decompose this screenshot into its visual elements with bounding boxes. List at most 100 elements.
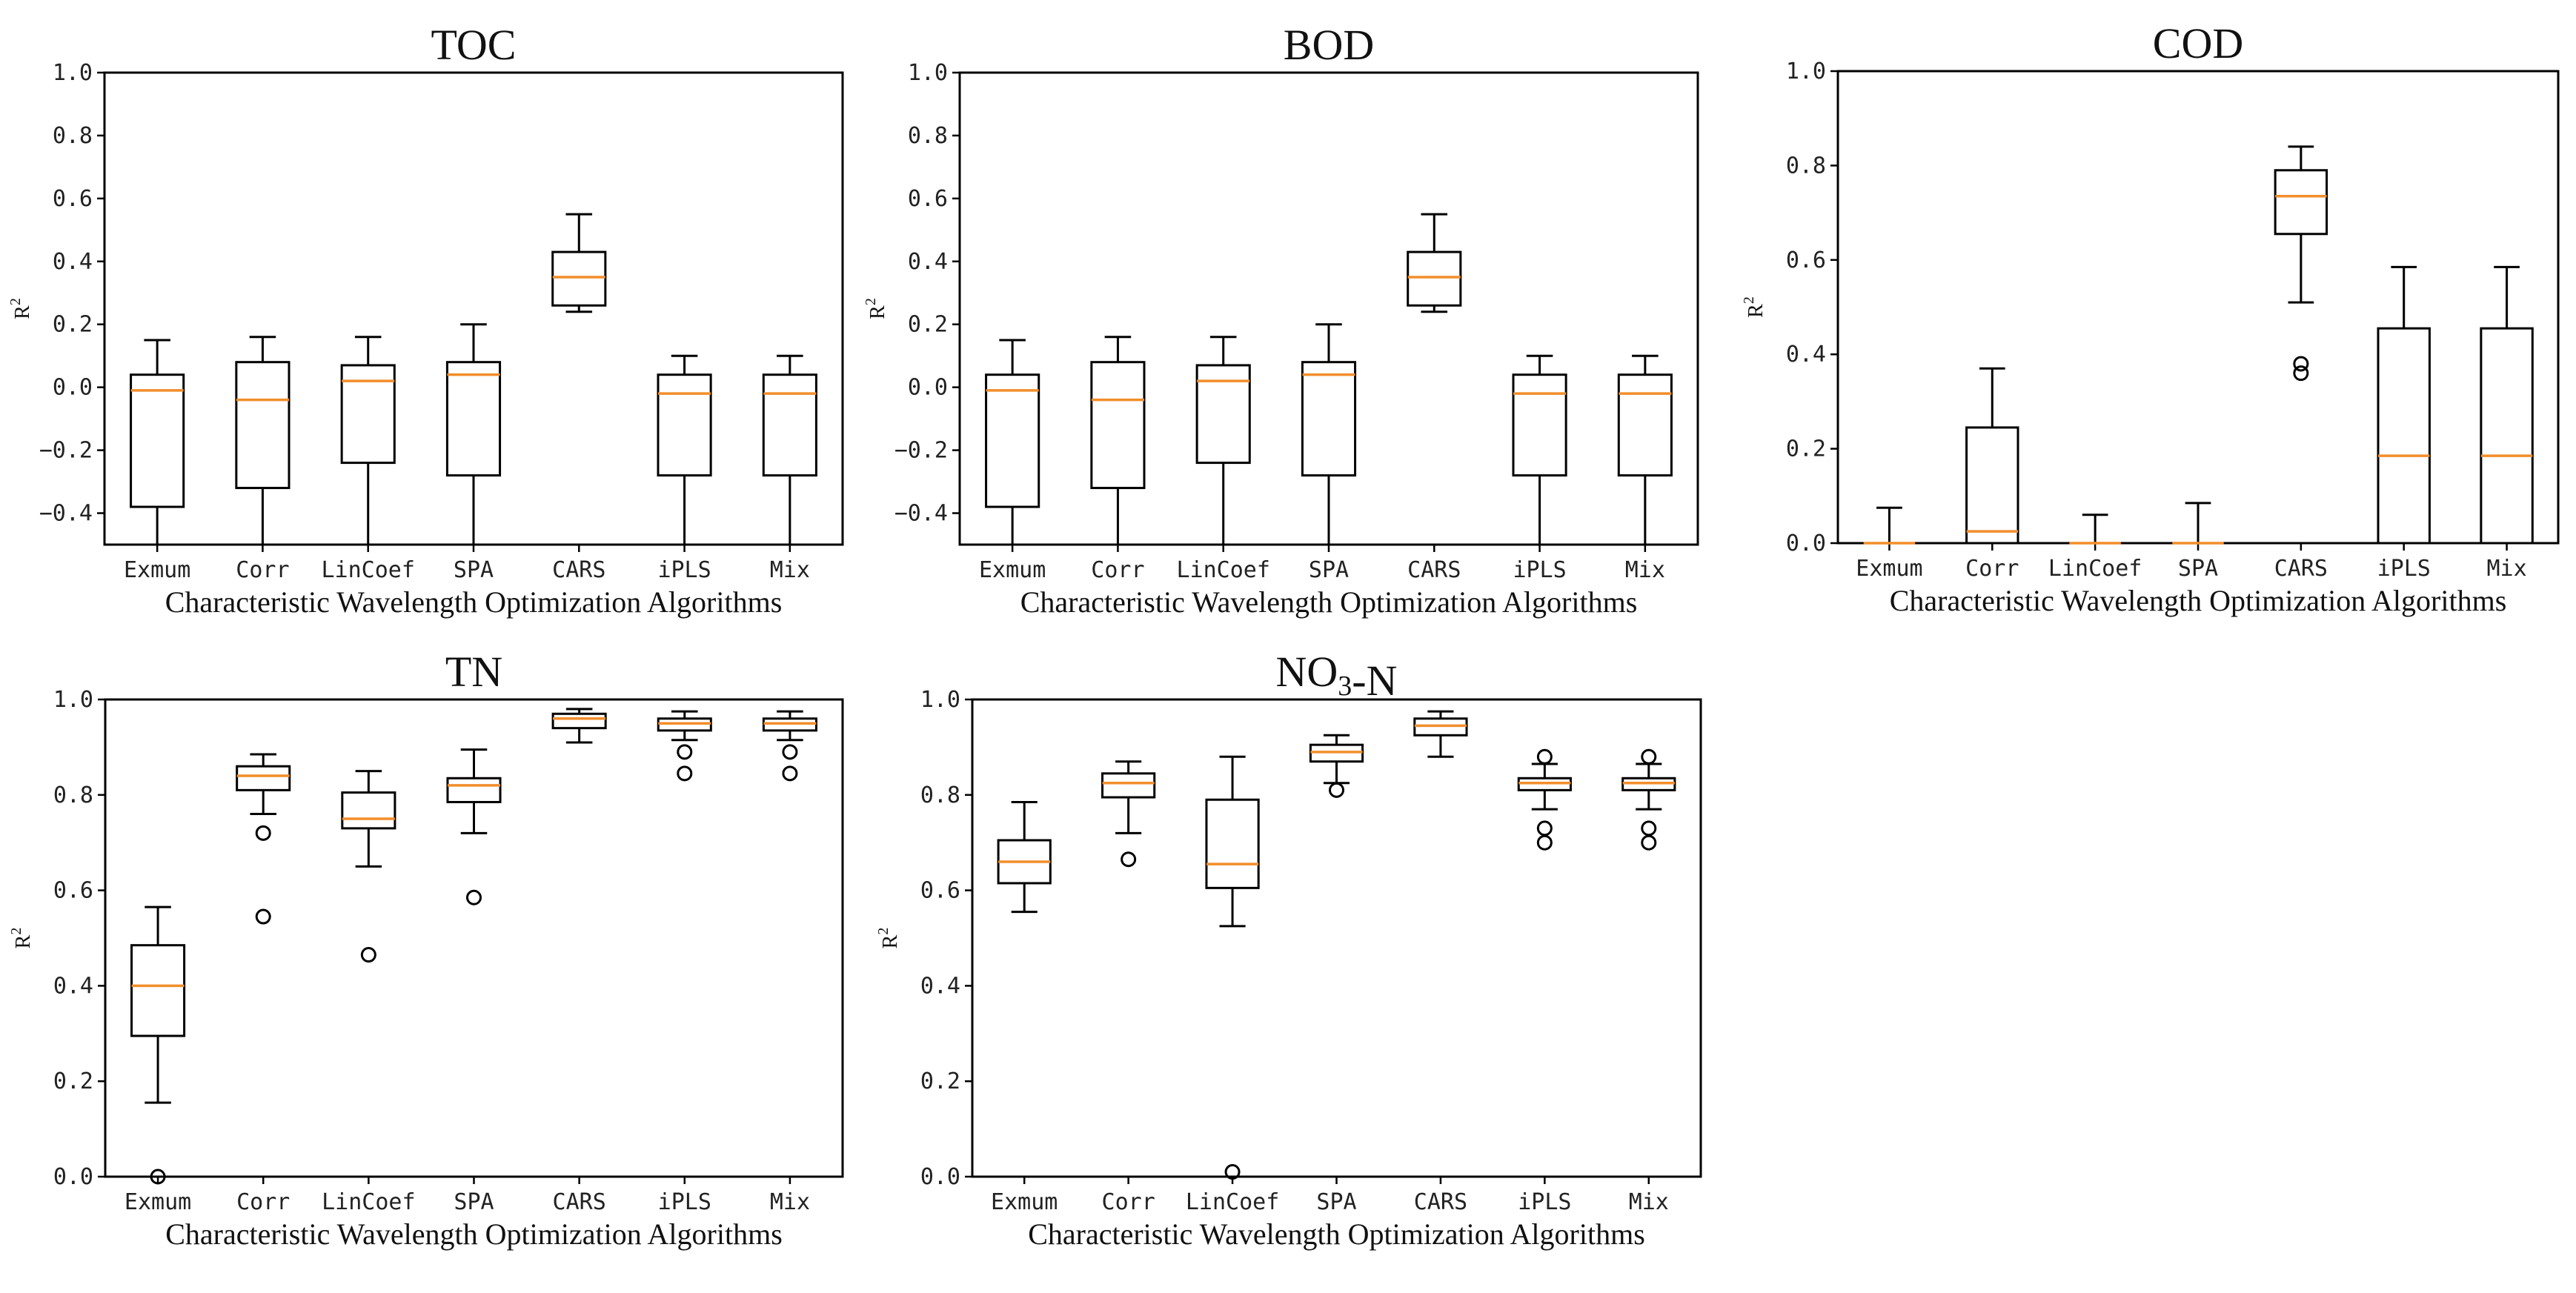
y-tick-label: 0.4	[908, 249, 948, 275]
box-SPA	[2172, 502, 2224, 545]
y-axis-label: R2	[7, 298, 34, 319]
x-tick-label: iPLS	[1518, 1189, 1571, 1215]
x-tick-label: LinCoef	[321, 557, 414, 583]
x-tick-label: Exmum	[124, 557, 190, 583]
y-tick-label: 0.0	[920, 1164, 960, 1190]
box-Exmum	[130, 339, 185, 545]
y-tick-label: 0.0	[908, 375, 948, 401]
box-Exmum	[130, 905, 186, 1185]
x-tick-label: CARS	[1414, 1189, 1467, 1215]
y-tick-label: 0.6	[920, 878, 960, 904]
x-tick-label: Mix	[770, 557, 810, 583]
chart-title: TOC	[431, 21, 517, 69]
x-tick-label: Corr	[1091, 557, 1144, 583]
outlier-point	[466, 889, 482, 905]
iqr-box	[2377, 327, 2431, 545]
box-Exmum	[985, 339, 1040, 545]
iqr-box	[1205, 798, 1260, 889]
box-LinCoef	[340, 336, 396, 545]
x-axis-label: Characteristic Wavelength Optimization A…	[1028, 1217, 1645, 1251]
y-tick-label: 0.8	[920, 782, 960, 808]
axes-frame	[103, 71, 844, 546]
chart-panel-1: TOC −0.4 −0.2 0.0 0.2 0.4 0.6 0.8 1.0 Exmum Corr Li…	[7, 21, 844, 619]
y-tick-label: 1.0	[1786, 59, 1826, 84]
y-tick-label: 1.0	[920, 687, 960, 713]
box-CARS	[2274, 145, 2328, 382]
y-axis-label: R2	[1741, 296, 1767, 318]
box-Mix	[762, 710, 817, 782]
axes-frame	[1836, 70, 2560, 545]
outlier-point	[1536, 748, 1553, 765]
chart-panel-5: NO3-N 0.0 0.2 0.4 0.6 0.8 1.0 Exmum Corr LinCoef S…	[875, 648, 1702, 1251]
outlier-point	[150, 1169, 166, 1185]
y-tick-label: 0.6	[1786, 247, 1826, 273]
y-axis-label: R2	[863, 298, 889, 319]
x-tick-label: Mix	[1629, 1189, 1669, 1215]
x-tick-label: Mix	[770, 1189, 810, 1215]
box-LinCoef	[1195, 336, 1251, 545]
box-iPLS	[657, 710, 712, 782]
box-Corr	[1965, 367, 2019, 545]
outlier-point	[255, 825, 271, 841]
y-tick-label: −0.2	[39, 438, 93, 464]
iqr-box	[236, 765, 291, 791]
x-tick-label: Corr	[1965, 556, 2019, 582]
x-tick-label: CARS	[552, 557, 605, 583]
x-tick-label: Exmum	[125, 1189, 191, 1215]
outlier-point	[1641, 834, 1657, 851]
iqr-box	[340, 364, 396, 465]
x-tick-label: CARS	[553, 1189, 606, 1215]
iqr-box	[130, 373, 185, 508]
y-tick-label: 0.0	[53, 375, 93, 401]
box-Exmum	[1863, 506, 1916, 545]
x-tick-label: Exmum	[991, 1189, 1058, 1215]
iqr-box	[1301, 361, 1357, 477]
box-iPLS	[2377, 265, 2431, 545]
box-SPA	[1301, 323, 1357, 545]
iqr-box	[551, 250, 607, 307]
iqr-box	[446, 777, 502, 803]
x-tick-label: Corr	[1102, 1189, 1155, 1215]
y-tick-label: 1.0	[53, 60, 93, 86]
y-tick-label: 0.4	[53, 973, 93, 999]
box-CARS	[551, 213, 607, 313]
iqr-box	[1101, 772, 1156, 799]
chart-title: COD	[2153, 19, 2243, 67]
y-tick-label: 0.2	[53, 312, 93, 338]
box-SPA	[445, 323, 502, 545]
iqr-box	[2480, 327, 2534, 545]
outlier-point	[255, 908, 271, 925]
iqr-box	[657, 373, 712, 477]
y-tick-label: 0.6	[53, 878, 93, 904]
iqr-box	[341, 791, 396, 830]
chart-panel-2: BOD −0.4 −0.2 0.0 0.2 0.4 0.6 0.8 1.0 Exmum Corr Li…	[863, 21, 1699, 619]
x-tick-label: Corr	[236, 557, 289, 583]
x-tick-label: LinCoef	[2048, 556, 2142, 582]
x-axis-label: Characteristic Wavelength Optimization A…	[165, 1217, 783, 1251]
outlier-point	[1121, 851, 1137, 868]
iqr-box	[235, 361, 291, 490]
x-tick-label: Mix	[1625, 557, 1665, 583]
x-axis-label: Characteristic Wavelength Optimization A…	[1890, 584, 2507, 617]
outlier-point	[1536, 820, 1553, 837]
x-tick-label: SPA	[454, 1189, 494, 1215]
box-CARS	[1413, 710, 1468, 758]
box-CARS	[1407, 213, 1462, 313]
box-SPA	[446, 748, 502, 905]
x-tick-label: iPLS	[1513, 557, 1566, 583]
box-iPLS	[657, 354, 712, 545]
box-LinCoef	[1205, 755, 1260, 1180]
y-tick-label: 0.0	[1786, 531, 1826, 556]
x-tick-label: SPA	[454, 557, 494, 583]
box-Corr	[1101, 760, 1156, 868]
iqr-box	[1512, 373, 1567, 477]
box-iPLS	[1517, 748, 1572, 851]
outlier-point	[1224, 1164, 1241, 1180]
iqr-box	[551, 712, 607, 730]
y-tick-label: 0.4	[1786, 342, 1826, 368]
axes-frame	[958, 71, 1699, 546]
outlier-point	[2293, 356, 2309, 372]
x-tick-label: SPA	[1316, 1189, 1356, 1215]
y-axis-label: R2	[8, 928, 35, 949]
